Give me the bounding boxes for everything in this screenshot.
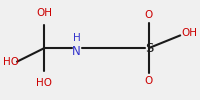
Text: HO: HO: [3, 57, 19, 67]
Text: S: S: [145, 42, 153, 55]
Text: HO: HO: [36, 78, 52, 88]
Text: H: H: [73, 33, 81, 43]
Text: O: O: [145, 10, 153, 20]
Text: OH: OH: [181, 28, 197, 38]
Text: OH: OH: [36, 8, 52, 18]
Text: N: N: [72, 45, 81, 58]
Text: O: O: [145, 76, 153, 86]
